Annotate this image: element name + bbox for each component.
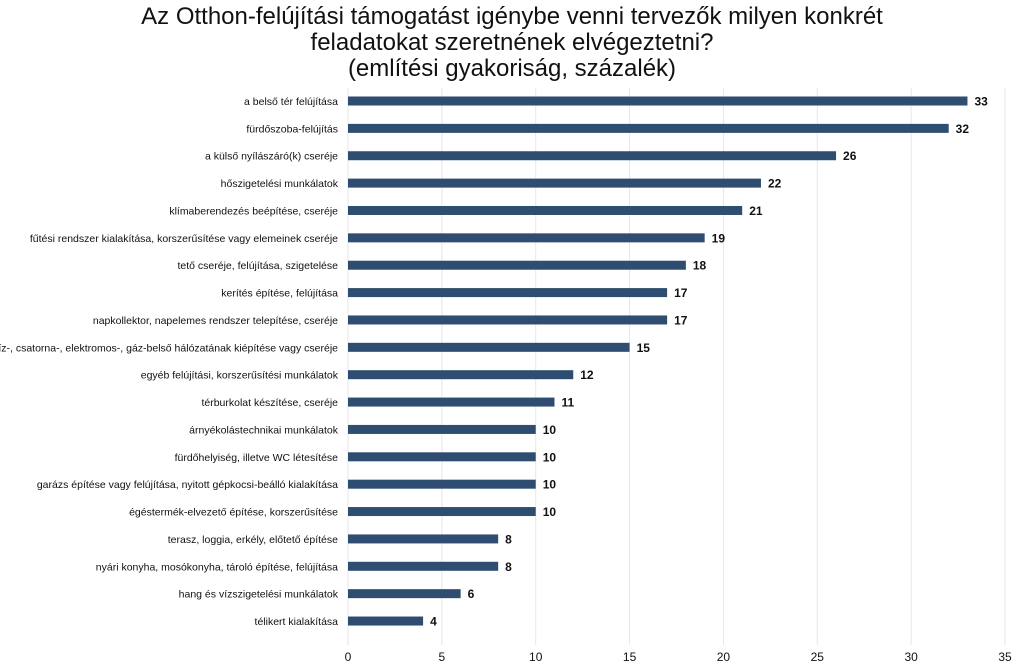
category-label: árnyékolástechnikai munkálatok	[189, 424, 339, 436]
bar	[348, 479, 536, 489]
bar	[348, 342, 630, 352]
data-label: 8	[505, 532, 512, 546]
bar	[348, 205, 743, 215]
data-label: 12	[580, 368, 594, 382]
chart-title: Az Otthon-felújítási támogatást igénybe …	[0, 4, 1024, 82]
category-label: klímaberendezés beépítése, cseréje	[169, 205, 338, 217]
category-label: víz-, csatorna-, elektromos-, gáz-belső …	[0, 342, 338, 354]
x-tick-label: 35	[998, 650, 1012, 664]
bar	[348, 288, 668, 298]
data-label: 18	[693, 259, 707, 273]
bar	[348, 616, 424, 626]
data-label: 26	[843, 149, 857, 163]
bar	[348, 260, 686, 270]
data-label: 33	[974, 95, 988, 109]
category-label: fürdőszoba-felújítás	[246, 123, 338, 135]
category-label: fűtési rendszer kialakítása, korszerűsít…	[30, 233, 338, 245]
bar	[348, 178, 761, 188]
category-label: hőszigetelési munkálatok	[221, 178, 339, 190]
bar	[348, 123, 949, 133]
chart-title-line-2: feladatokat szeretnének elvégeztetni?	[310, 29, 714, 56]
category-label: napkollektor, napelemes rendszer telepít…	[93, 315, 338, 327]
x-tick-label: 25	[811, 650, 825, 664]
category-label: nyári konyha, mosókonyha, tároló építése…	[96, 561, 338, 573]
category-label: égéstermék-elvezető építése, korszerűsít…	[129, 507, 338, 519]
chart-title-line-1: Az Otthon-felújítási támogatást igénybe …	[141, 3, 883, 30]
bar	[348, 233, 705, 243]
data-label: 6	[468, 587, 475, 601]
data-label: 15	[637, 341, 651, 355]
x-tick-label: 5	[439, 650, 446, 664]
category-label: a külső nyílászáró(k) cseréje	[205, 151, 338, 163]
bar	[348, 534, 499, 544]
data-label: 21	[749, 204, 763, 218]
data-label: 10	[543, 450, 557, 464]
category-label: terasz, loggia, erkély, előtető építése	[168, 534, 338, 546]
bar	[348, 96, 968, 106]
category-label: a belső tér felújítása	[244, 96, 338, 108]
x-tick-label: 15	[623, 650, 637, 664]
data-label: 4	[430, 615, 437, 629]
x-tick-label: 20	[717, 650, 731, 664]
data-label: 17	[674, 286, 688, 300]
tick-layer: 0 5 10 15 20 25 30 35	[345, 650, 1012, 664]
label-layer: a belső tér felújítása 33 fürdőszoba-felúj…	[0, 95, 988, 629]
category-label: garázs építése vagy felújítása, nyitott …	[37, 479, 338, 491]
category-label: hang és vízszigetelési munkálatok	[179, 589, 339, 601]
data-label: 10	[543, 505, 557, 519]
category-label: fürdőhelyiség, illetve WC létesítése	[175, 452, 339, 464]
bar	[348, 424, 536, 434]
data-label: 11	[561, 396, 574, 410]
bar	[348, 397, 555, 407]
x-tick-label: 10	[529, 650, 543, 664]
x-tick-label: 0	[345, 650, 352, 664]
category-label: egyéb felújítási, korszerűsítési munkála…	[141, 370, 339, 382]
category-label: kerítés építése, felújítása	[221, 288, 338, 300]
bar	[348, 507, 536, 517]
bar	[348, 315, 668, 325]
data-label: 22	[768, 177, 782, 191]
data-label: 17	[674, 313, 688, 327]
data-label: 32	[956, 122, 970, 136]
category-label: télikert kialakítása	[255, 616, 339, 628]
chart-title-line-3: (említési gyakoriság, százalék)	[347, 55, 677, 82]
grid-layer	[347, 88, 1006, 645]
data-label: 10	[543, 478, 557, 492]
x-tick-label: 30	[904, 650, 918, 664]
bar	[348, 589, 461, 599]
bar	[348, 452, 536, 462]
data-label: 10	[543, 423, 557, 437]
bar-layer	[348, 96, 968, 626]
category-label: térburkolat készítése, cseréje	[201, 397, 338, 409]
bar	[348, 370, 574, 380]
data-label: 19	[712, 231, 726, 245]
bar	[348, 561, 499, 571]
data-label: 8	[505, 560, 512, 574]
category-label: tető cseréje, felújítása, szigetelése	[177, 260, 338, 272]
bar	[348, 151, 837, 161]
